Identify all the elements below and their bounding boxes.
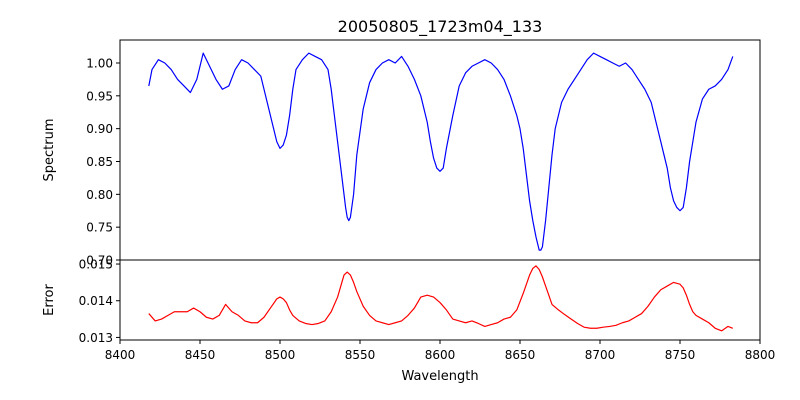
spectrum-y-tick-label: 0.95 bbox=[86, 89, 113, 103]
spectrum-series bbox=[148, 52, 734, 251]
spectrum-y-tick-label: 0.85 bbox=[86, 155, 113, 169]
spectrum-y-tick-label: 0.70 bbox=[86, 254, 113, 268]
spectrum-line-0 bbox=[148, 52, 734, 251]
wavelength-x-ticks: 8400 8450 8500 8550 8600 8650 8700 8750 8800 bbox=[105, 340, 776, 362]
spectrum-y-axis-label: Spectrum bbox=[42, 119, 57, 182]
x-tick-label: 8450 bbox=[185, 348, 216, 362]
spectrum-y-tick-label: 1.00 bbox=[86, 56, 113, 70]
x-tick-label: 8600 bbox=[425, 348, 456, 362]
error-panel: 0.013 0.014 0.015 8400 8450 8500 8550 8600 8650… bbox=[42, 258, 775, 384]
spectrum-y-tick-label: 0.75 bbox=[86, 221, 113, 235]
error-series bbox=[148, 265, 734, 332]
error-y-tick-label: 0.014 bbox=[79, 294, 113, 308]
spectrum-y-tick-label: 0.90 bbox=[86, 122, 113, 136]
error-y-axis-label: Error bbox=[42, 284, 57, 316]
error-y-tick-label: 0.013 bbox=[79, 331, 113, 345]
x-tick-label: 8750 bbox=[665, 348, 696, 362]
spectrum-y-tick-label: 0.80 bbox=[86, 188, 113, 202]
x-tick-label: 8650 bbox=[505, 348, 536, 362]
x-tick-label: 8550 bbox=[345, 348, 376, 362]
error-line-0 bbox=[148, 265, 734, 332]
x-tick-label: 8500 bbox=[265, 348, 296, 362]
error-y-tick-label: 0.015 bbox=[79, 258, 113, 272]
chart-title: 20050805_1723m04_133 bbox=[338, 17, 543, 37]
x-axis-label: Wavelength bbox=[401, 369, 478, 384]
error-y-ticks: 0.013 0.014 0.015 bbox=[79, 258, 120, 345]
x-tick-label: 8700 bbox=[585, 348, 616, 362]
x-tick-label: 8400 bbox=[105, 348, 136, 362]
x-tick-label: 8800 bbox=[745, 348, 776, 362]
spectrum-y-ticks: 0.70 0.75 0.80 0.85 0.90 0.95 1.00 bbox=[86, 56, 120, 268]
